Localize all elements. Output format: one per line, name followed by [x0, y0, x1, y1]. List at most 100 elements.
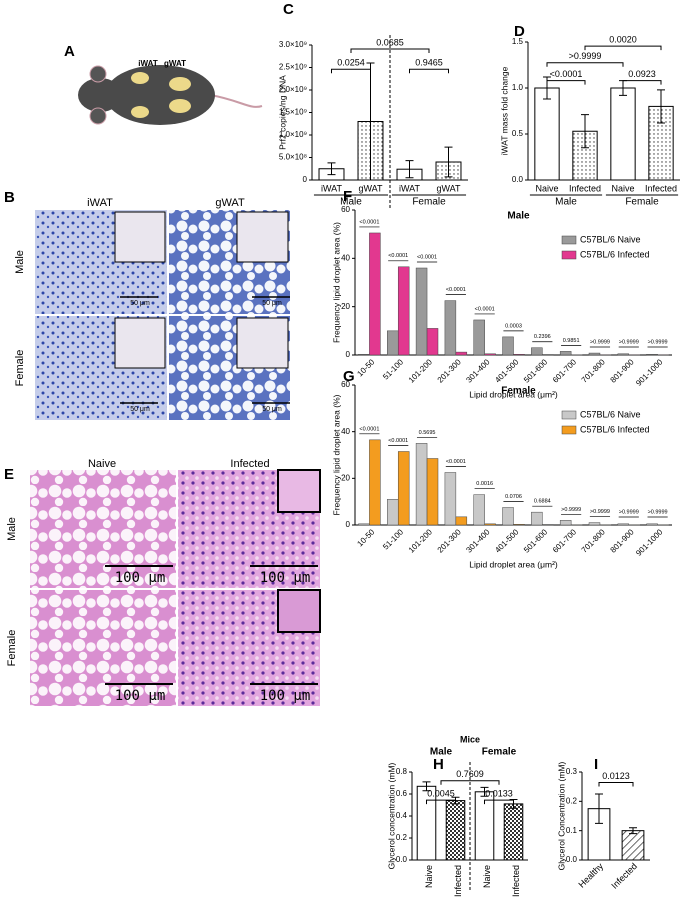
error-bar [327, 162, 336, 176]
bar [503, 803, 524, 861]
p-value-label: >0.9999 [648, 339, 668, 345]
comparison-bracket [350, 48, 430, 54]
comparison-label: 0.7609 [456, 769, 484, 779]
x-tick-label: 101-200 [407, 527, 435, 555]
p-value-label: 0.5695 [419, 430, 436, 436]
y-tick-label: 20 [341, 302, 350, 311]
bar [455, 516, 468, 526]
y-tick-label: 0.8 [396, 767, 408, 776]
row-label: Male [14, 250, 26, 274]
x-tick-label: 51-100 [381, 357, 405, 381]
y-tick-label: 1.5 [512, 37, 524, 46]
x-tick-label: 801-900 [609, 527, 637, 555]
y-tick-label: 60 [341, 380, 350, 389]
comparison-label: 0.0020 [609, 35, 637, 45]
bar [502, 507, 514, 526]
panel-letter: F [343, 188, 352, 205]
x-tick-label: Naive [535, 183, 558, 193]
legend-label: C57BL/6 Naive [580, 409, 641, 419]
scale-bar-label: 100 μm [115, 688, 166, 704]
p-value-label: <0.0001 [446, 459, 466, 465]
comparison-label: <0.0001 [550, 69, 583, 79]
chart-title: Female [501, 386, 536, 397]
p-value-label: <0.0001 [475, 306, 495, 312]
panel-letter: H [433, 756, 444, 773]
bar [387, 499, 399, 526]
y-tick-label: 0.0 [566, 855, 578, 864]
p-value-label: 0.0706 [505, 494, 522, 500]
y-tick-label: 0.4 [396, 811, 408, 820]
comparison-label: 0.0685 [376, 37, 404, 47]
x-tick-label: 301-400 [464, 357, 492, 385]
y-tick-label: 0 [303, 175, 308, 184]
x-tick-label: Infected [511, 865, 521, 897]
p-value-label: <0.0001 [359, 219, 379, 225]
x-tick-label: Naive [482, 865, 492, 888]
x-tick-label: gWAT [437, 183, 462, 193]
y-tick-label: 2.0×10⁹ [279, 85, 307, 94]
x-tick-label: 601-700 [551, 357, 579, 385]
bar [559, 351, 572, 356]
bar [369, 232, 381, 356]
y-tick-label: 0.2 [396, 833, 408, 842]
y-tick-label: 0 [346, 520, 351, 529]
x-tick-label: iWAT [399, 183, 420, 193]
p-value-label: <0.0001 [359, 426, 379, 432]
comparison-bracket [331, 68, 371, 74]
legend-swatch [561, 410, 577, 420]
p-value-label: <0.0001 [388, 438, 408, 444]
bar [531, 347, 543, 356]
x-tick-label: 201-300 [436, 357, 464, 385]
mouse-label: iWAT [138, 59, 158, 68]
group-label: Male [555, 197, 577, 208]
bar [513, 354, 525, 356]
legend-label: C57BL/6 Infected [580, 249, 650, 259]
y-axis-label: Frequency lipid droplet area (%) [331, 222, 341, 343]
y-axis-label: Frequency lipid droplet area (%) [331, 394, 341, 515]
error-bar [629, 827, 637, 835]
y-tick-label: 60 [341, 205, 350, 214]
x-tick-label: 501-600 [522, 357, 550, 385]
bar [621, 830, 645, 861]
column-label: Infected [230, 458, 269, 470]
bar [397, 451, 410, 526]
x-tick-label: 801-900 [609, 357, 637, 385]
bar [513, 524, 525, 526]
panel-letter: D [514, 23, 525, 40]
panel-letter: G [343, 368, 355, 385]
mouse-illustration [78, 65, 263, 125]
panel-letter: E [4, 466, 14, 483]
p-value-label: 0.6884 [534, 499, 551, 505]
x-tick-label: 901-1000 [634, 357, 665, 388]
p-value-label: >0.9999 [561, 507, 581, 513]
comparison-label: 0.0254 [337, 58, 365, 68]
comparison-bracket [484, 799, 514, 805]
y-axis-label: Glycerol concentration (mM) [386, 762, 396, 869]
bar [534, 87, 560, 181]
row-label: Female [14, 350, 26, 387]
y-axis-label: iWAT mass fold change [499, 66, 509, 155]
x-tick-label: Naive [424, 865, 434, 888]
group-label: Female [625, 197, 659, 208]
scale-bar-label: 50 μm [262, 300, 282, 307]
y-tick-label: 5.0×10⁸ [279, 153, 307, 162]
bar [531, 511, 543, 526]
bar [444, 300, 457, 356]
x-axis-label: Lipid droplet area (μm²) [469, 389, 558, 399]
p-value-label: >0.9999 [648, 509, 668, 515]
error-bar [366, 62, 375, 181]
y-tick-label: 0.5 [512, 129, 524, 138]
y-tick-label: 0 [346, 350, 351, 359]
bar [397, 266, 410, 356]
x-tick-label: Infected [569, 183, 601, 193]
group-label: Male [340, 197, 362, 208]
x-tick-label: 501-600 [522, 527, 550, 555]
x-tick-label: 601-700 [551, 527, 579, 555]
p-value-label: 0.0016 [476, 481, 493, 487]
legend-label: C57BL/6 Naive [580, 234, 641, 244]
group-label: Male [430, 747, 453, 758]
error-bar [444, 146, 453, 178]
bar [455, 351, 468, 356]
mouse-label: gWAT [164, 59, 186, 68]
